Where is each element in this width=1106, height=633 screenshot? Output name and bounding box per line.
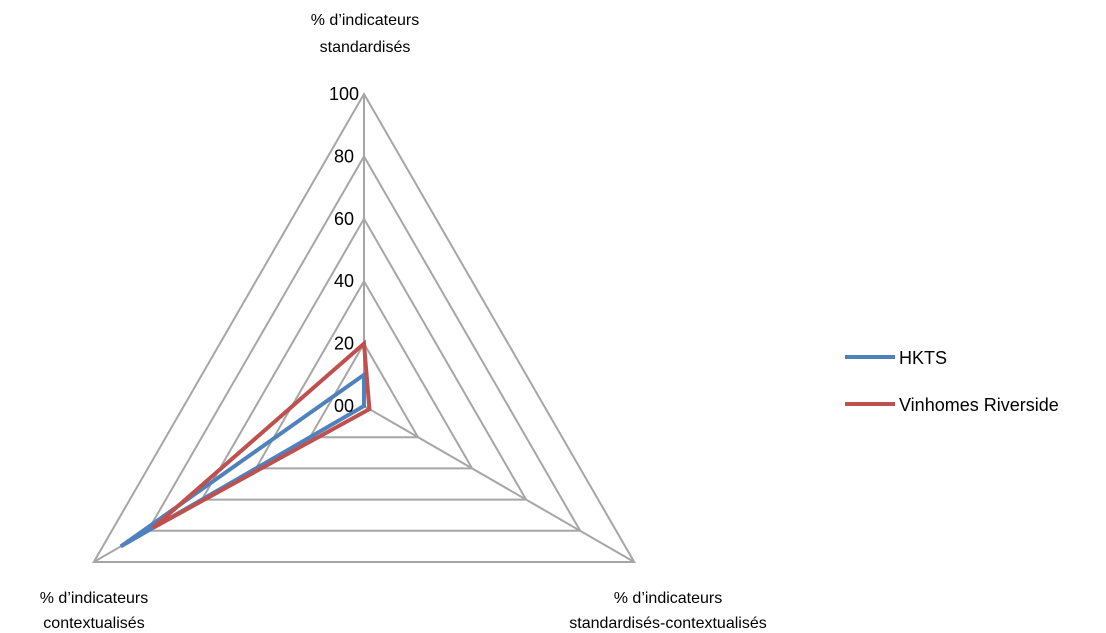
grid-ring-5	[92, 92, 636, 563]
legend: HKTS Vinhomes Riverside	[845, 348, 1059, 415]
radar-grid	[92, 92, 636, 563]
legend-label-vinhomes: Vinhomes Riverside	[899, 395, 1059, 415]
axis-label-bottom-right-line1: % d’indicateurs	[614, 590, 723, 607]
grid-ring-4	[146, 154, 582, 532]
axis-label-bottom-left-line1: % d’indicateurs	[40, 590, 149, 607]
tick-label-5: 100	[329, 84, 359, 104]
tick-label-4: 80	[334, 146, 354, 166]
radar-series	[119, 339, 372, 549]
grid-ring-3	[200, 216, 528, 501]
tick-label-1: 20	[334, 334, 354, 354]
axis-label-bottom-right-line2: standardisés-contextualisés	[569, 615, 766, 632]
grid-ring-2	[254, 279, 474, 470]
tick-label-3: 60	[334, 209, 354, 229]
axis-label-bottom-left: % d’indicateurs contextualisés	[40, 590, 149, 632]
series-line-0	[119, 370, 366, 549]
axis-label-top-line2: standardisés	[320, 39, 411, 56]
axis-label-top: % d’indicateurs standardisés	[311, 12, 420, 56]
legend-item-vinhomes: Vinhomes Riverside	[845, 395, 1059, 415]
tick-label-0: 00	[334, 396, 354, 416]
radar-axes	[93, 94, 635, 563]
grid-ring-1	[308, 341, 420, 439]
axis-label-top-line1: % d’indicateurs	[311, 12, 420, 29]
axis-label-bottom-right: % d’indicateurs standardisés-contextuali…	[569, 590, 766, 632]
axis-label-bottom-left-line2: contextualisés	[43, 615, 144, 632]
legend-item-hkts: HKTS	[845, 348, 947, 368]
tick-label-2: 40	[334, 271, 354, 291]
axis-spoke-1	[363, 405, 635, 563]
radar-tick-labels: 00 20 40 60 80 100	[329, 84, 359, 416]
legend-label-hkts: HKTS	[899, 348, 947, 368]
series-line-1	[151, 339, 372, 530]
